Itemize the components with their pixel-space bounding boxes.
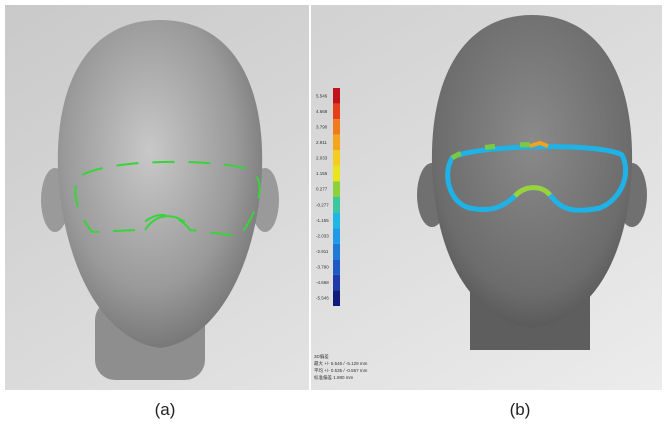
note: 平均 +/- 0.535 / -0.557 mm [314, 367, 368, 374]
colorbar-segment [333, 166, 340, 182]
colorbar-segment [333, 181, 340, 197]
colorbar-segment [333, 244, 340, 260]
note: 标准偏差 1.880 mm [314, 374, 354, 381]
panel-label: (b) [510, 400, 531, 419]
colorbar-label: -4.668 [316, 280, 329, 285]
colorbar-segment [333, 228, 340, 244]
colorbar-label: 2.033 [316, 156, 328, 161]
note: 最大 +/- 5.546 / -5.129 mm [314, 360, 368, 367]
colorbar-label: -2.033 [316, 233, 329, 238]
panel-label: (a) [155, 400, 176, 419]
colorbar-label: -2.911 [316, 249, 329, 254]
colorbar-segment [333, 88, 340, 104]
colorbar-segment [333, 213, 340, 229]
colorbar-label: 0.277 [316, 187, 328, 192]
colorbar-label: -0.277 [316, 202, 329, 207]
colorbar-segment [333, 150, 340, 166]
colorbar-label: 3.790 [316, 124, 328, 129]
colorbar-segment [333, 135, 340, 151]
colorbar-label: -5.546 [316, 296, 329, 301]
note: 3D偏差 [314, 353, 329, 360]
colorbar-segment [333, 290, 340, 306]
colorbar-segment [333, 197, 340, 213]
colorbar-segment [333, 119, 340, 135]
figure: 5.546 4.668 3.790 2.911 2.033 1.155 0.277 -0.27… [0, 0, 667, 431]
colorbar-segment [333, 104, 340, 120]
colorbar-label: 5.546 [316, 93, 328, 98]
colorbar-label: -3.790 [316, 265, 329, 270]
colorbar-segment [333, 259, 340, 275]
colorbar-label: 2.911 [316, 140, 327, 145]
colorbar-label: -1.155 [316, 218, 329, 223]
colorbar-label: 1.155 [316, 171, 328, 176]
colorbar-segment [333, 275, 340, 291]
colorbar-label: 4.668 [316, 109, 328, 114]
